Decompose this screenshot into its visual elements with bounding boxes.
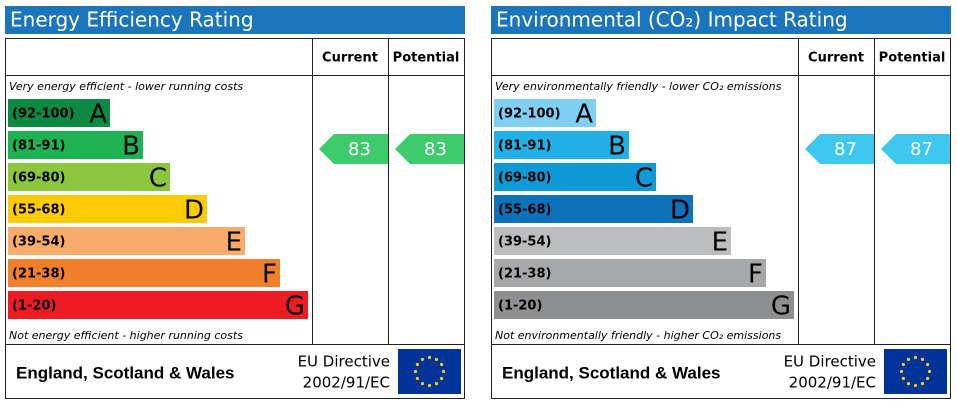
- flag-star: [901, 376, 905, 381]
- band-range: (69-80): [12, 171, 65, 186]
- directive: EU Directive: [784, 353, 876, 371]
- flag-star: [899, 369, 904, 374]
- flag-star: [427, 383, 432, 388]
- rating-value: 87: [834, 139, 857, 160]
- band-letter: F: [262, 260, 277, 290]
- column-header: Current: [322, 51, 378, 66]
- flag-star: [913, 383, 918, 388]
- flag-star: [440, 362, 444, 367]
- band-letter: G: [771, 292, 791, 322]
- eu-flag: [398, 349, 461, 394]
- rating-band: [494, 259, 766, 287]
- band-range: (81-91): [12, 139, 65, 154]
- band-letter: A: [575, 100, 593, 130]
- flag-star: [420, 382, 425, 386]
- band-letter: B: [608, 132, 626, 162]
- rating-band: [494, 131, 629, 159]
- band-letter: F: [748, 260, 763, 290]
- flag-star: [434, 357, 439, 361]
- rating-band: [8, 99, 110, 127]
- flag-star: [413, 369, 418, 374]
- flag-star: [913, 355, 918, 360]
- rating-band: [494, 99, 596, 127]
- column-header: Current: [808, 51, 864, 66]
- rating-band: [8, 227, 245, 255]
- footer-region: England, Scotland & Wales: [502, 363, 721, 382]
- flag-star: [434, 382, 439, 386]
- title-bar: [5, 6, 465, 34]
- top-note: Very energy efficient - lower running co…: [9, 80, 243, 93]
- rating-panel: Energy Efficiency Rating Current Potential…: [5, 6, 465, 399]
- band-letter: C: [149, 164, 167, 194]
- band-range: (1-20): [498, 299, 542, 314]
- flag-star: [926, 376, 930, 381]
- directive: 2002/91/EC: [789, 374, 876, 392]
- eu-flag: [884, 349, 947, 394]
- flag-star: [420, 357, 425, 361]
- band-letter: E: [712, 228, 728, 258]
- flag-star: [427, 355, 432, 360]
- band-range: (21-38): [12, 267, 65, 282]
- band-letter: D: [670, 196, 690, 226]
- bottom-note: Not environmentally friendly - higher CO…: [495, 329, 781, 342]
- flag-star: [440, 376, 444, 381]
- band-letter: B: [122, 132, 140, 162]
- rating-arrow: [319, 134, 388, 164]
- band-range: (39-54): [12, 235, 65, 250]
- flag-star: [901, 362, 905, 367]
- band-range: (39-54): [498, 235, 551, 250]
- rating-band: [8, 291, 308, 319]
- rating-panel: Environmental (CO₂) Impact Rating Current…: [491, 6, 951, 399]
- rating-band: [494, 227, 731, 255]
- title-bar: [491, 6, 951, 34]
- directive: EU Directive: [298, 353, 390, 371]
- column-header: Potential: [879, 51, 946, 66]
- panel-title: Environmental (CO₂) Impact Rating: [496, 8, 848, 32]
- band-letter: G: [285, 292, 305, 322]
- rating-arrow: [881, 134, 950, 164]
- rating-band: [494, 291, 794, 319]
- flag-star: [920, 357, 925, 361]
- table-border: [5, 38, 465, 399]
- band-range: (55-68): [498, 203, 551, 218]
- flag-star: [927, 369, 932, 374]
- footer-region: England, Scotland & Wales: [16, 363, 235, 382]
- panel-title: Energy Efficiency Rating: [10, 8, 254, 32]
- rating-arrow: [805, 134, 874, 164]
- bottom-note: Not energy efficient - higher running co…: [9, 329, 243, 342]
- rating-value: 83: [348, 139, 371, 160]
- top-note: Very environmentally friendly - lower CO…: [495, 80, 782, 93]
- directive: 2002/91/EC: [303, 374, 390, 392]
- flag-star: [441, 369, 446, 374]
- column-header: Potential: [393, 51, 460, 66]
- band-letter: E: [226, 228, 242, 258]
- band-range: (92-100): [12, 107, 75, 122]
- rating-band: [8, 195, 207, 223]
- band-range: (81-91): [498, 139, 551, 154]
- rating-band: [8, 131, 143, 159]
- band-range: (55-68): [12, 203, 65, 218]
- flag-star: [906, 357, 911, 361]
- band-letter: C: [635, 164, 653, 194]
- flag-star: [906, 382, 911, 386]
- rating-value: 83: [424, 139, 447, 160]
- flag-star: [415, 376, 419, 381]
- rating-value: 87: [910, 139, 933, 160]
- band-range: (21-38): [498, 267, 551, 282]
- band-range: (1-20): [12, 299, 56, 314]
- band-letter: D: [184, 196, 204, 226]
- band-range: (69-80): [498, 171, 551, 186]
- rating-band: [494, 163, 656, 191]
- rating-arrow: [395, 134, 464, 164]
- flag-star: [415, 362, 419, 367]
- flag-star: [920, 382, 925, 386]
- table-border: [491, 38, 951, 399]
- band-range: (92-100): [498, 107, 561, 122]
- rating-band: [8, 259, 280, 287]
- rating-band: [8, 163, 170, 191]
- flag-star: [926, 362, 930, 367]
- band-letter: A: [89, 100, 107, 130]
- rating-band: [494, 195, 693, 223]
